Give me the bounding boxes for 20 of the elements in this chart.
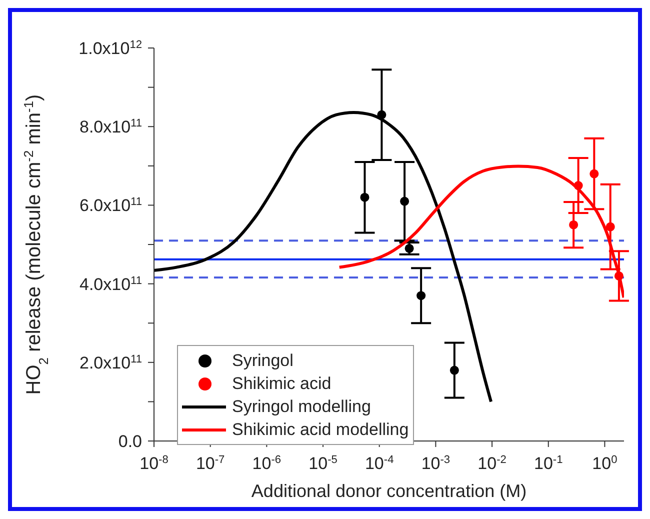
legend-label: Syringol modelling [232, 396, 371, 416]
x-tick-label: 10$^{-3}$ [421, 454, 450, 473]
x-axis-title: Additional donor concentration (M) [251, 481, 527, 501]
x-tick-label: 10$^{-8}$ [140, 454, 168, 473]
y-tick-label: 2.0x10$^{11}$ [79, 353, 142, 372]
x-tick-label: 10$^{-2}$ [478, 454, 506, 473]
y-tick-label: 1.0x10$^{12}$ [78, 39, 142, 58]
x-tick-label: 10$^{-4}$ [364, 454, 394, 473]
x-tick-label: 10$^{-1}$ [534, 454, 563, 473]
y-tick-label: 6.0x10$^{11}$ [79, 196, 142, 216]
y-tick-label: 4.0x10$^{11}$ [79, 274, 142, 294]
legend-label: Shikimic acid modelling [232, 420, 409, 440]
x-tick-label: 10$^{-7}$ [196, 454, 225, 473]
x-tick-label: 10$^{-6}$ [252, 454, 282, 473]
legend-label: Syringol [232, 350, 294, 370]
y-tick-label: 8.0x10$^{11}$ [79, 118, 142, 137]
legend-label: Shikimic acid [232, 374, 332, 394]
y-tick-label: 0.0 [118, 432, 142, 451]
x-tick-label: 10$^{-5}$ [308, 454, 338, 473]
x-tick-label: 10$^{0}$ [592, 454, 618, 473]
